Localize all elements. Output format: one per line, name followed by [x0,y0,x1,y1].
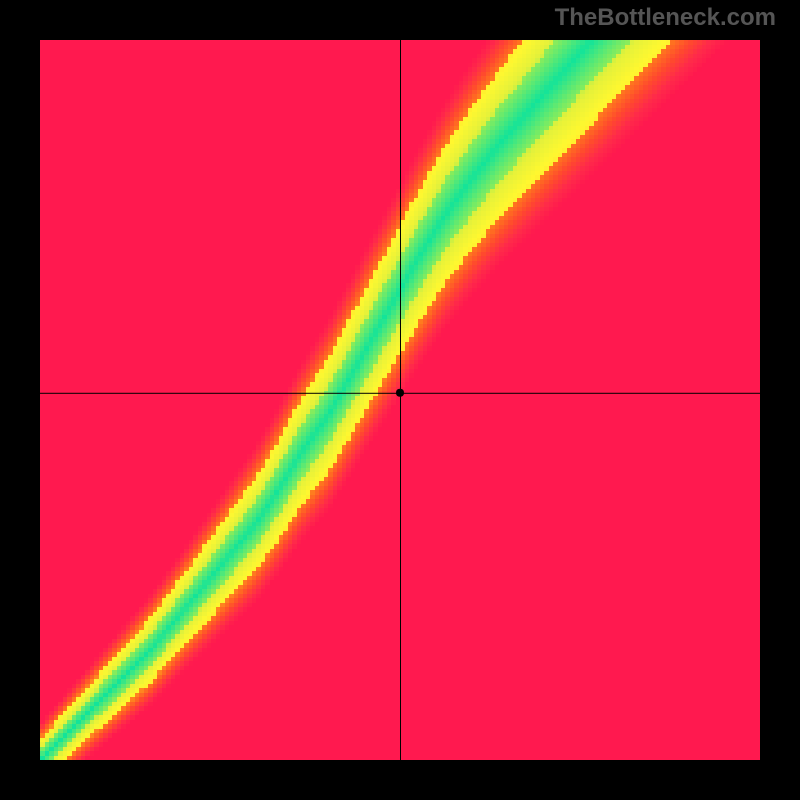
watermark-text: TheBottleneck.com [555,4,776,32]
heatmap-canvas [0,0,800,800]
chart-container: TheBottleneck.com [0,0,800,800]
